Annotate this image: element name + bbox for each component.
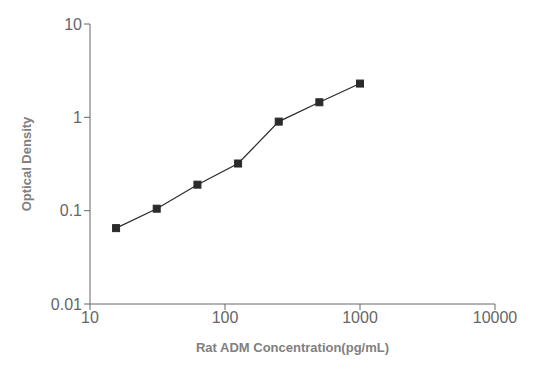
svg-text:1000: 1000 [342, 309, 378, 326]
svg-text:1: 1 [73, 109, 82, 126]
svg-text:Optical Density: Optical Density [19, 116, 34, 211]
svg-text:Rat ADM Concentration(pg/mL): Rat ADM Concentration(pg/mL) [196, 340, 389, 355]
svg-text:100: 100 [212, 309, 239, 326]
svg-text:10000: 10000 [473, 309, 518, 326]
svg-text:10: 10 [81, 309, 99, 326]
svg-text:10: 10 [64, 16, 82, 33]
svg-text:0.1: 0.1 [60, 202, 82, 219]
svg-text:0.01: 0.01 [51, 296, 82, 313]
